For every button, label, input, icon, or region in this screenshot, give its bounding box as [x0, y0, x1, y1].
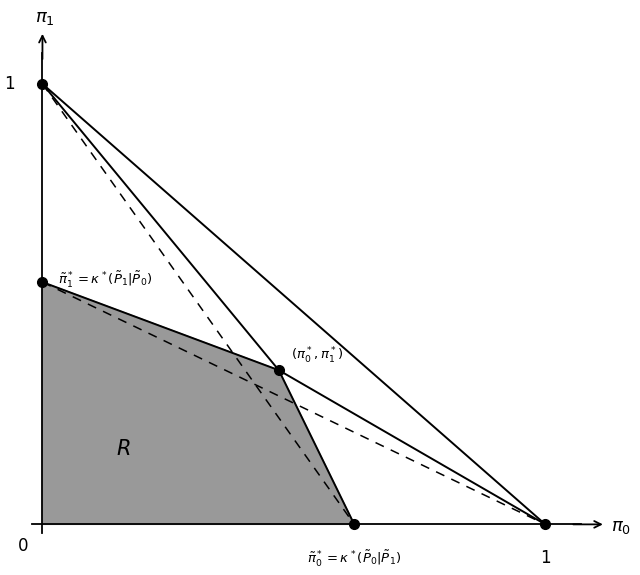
Text: $0$: $0$	[17, 538, 28, 555]
Text: $\tilde{\pi}_0^* = \kappa^*(\tilde{P}_0|\tilde{P}_1)$: $\tilde{\pi}_0^* = \kappa^*(\tilde{P}_0|…	[307, 549, 401, 569]
Text: $\tilde{\pi}_1^* = \kappa^*(\tilde{P}_1|\tilde{P}_0)$: $\tilde{\pi}_1^* = \kappa^*(\tilde{P}_1|…	[58, 270, 152, 290]
Polygon shape	[42, 282, 354, 524]
Text: $\pi_0$: $\pi_0$	[611, 518, 631, 535]
Text: $R$: $R$	[116, 439, 130, 459]
Text: $1$: $1$	[4, 75, 15, 93]
Text: $(\pi_0^*, \pi_1^*)$: $(\pi_0^*, \pi_1^*)$	[291, 346, 344, 366]
Text: $1$: $1$	[540, 549, 551, 566]
Text: $\pi_1$: $\pi_1$	[35, 9, 55, 26]
